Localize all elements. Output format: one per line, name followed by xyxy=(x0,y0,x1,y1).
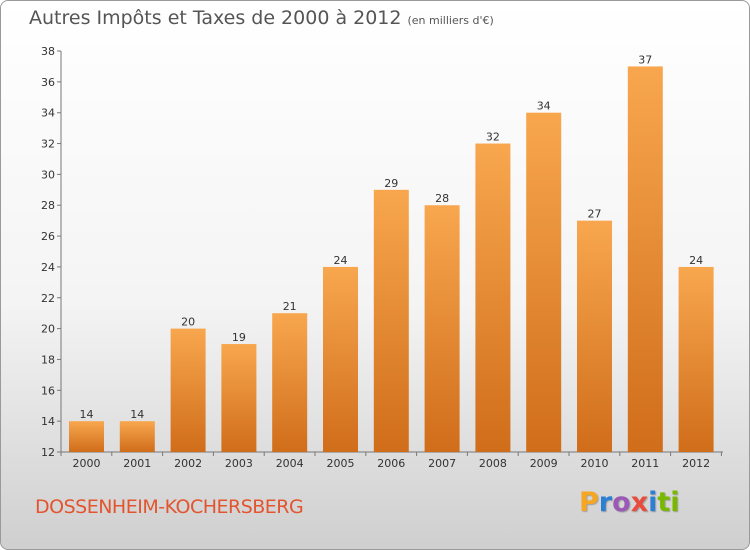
data-label-2004: 21 xyxy=(283,300,297,313)
x-tick-label-2002: 2002 xyxy=(174,457,202,470)
data-label-2003: 19 xyxy=(232,331,246,344)
bar-2000 xyxy=(69,421,104,452)
bar-2004 xyxy=(272,313,308,452)
y-tick-label: 26 xyxy=(41,230,55,243)
logo-letter: t xyxy=(657,487,671,518)
bar-2005 xyxy=(323,266,358,452)
x-tick-label-2011: 2011 xyxy=(631,457,659,470)
y-tick-label: 18 xyxy=(41,353,55,366)
bar-2009 xyxy=(526,112,562,452)
y-tick-label: 28 xyxy=(41,199,55,212)
x-tick-label-2000: 2000 xyxy=(73,457,101,470)
chart-title: Autres Impôts et Taxes de 2000 à 2012 (en… xyxy=(29,7,494,29)
y-tick-label: 14 xyxy=(41,415,55,428)
logo-letter: r xyxy=(598,487,613,518)
x-tick-label-2008: 2008 xyxy=(479,457,507,470)
commune-name: DOSSENHEIM-KOCHERSBERG xyxy=(35,496,304,518)
bar-2010 xyxy=(577,220,612,452)
bar-2012 xyxy=(678,266,714,452)
data-label-2005: 24 xyxy=(334,254,348,267)
x-tick-label-2001: 2001 xyxy=(123,457,151,470)
y-tick-label: 34 xyxy=(41,107,55,120)
chart-labels: 2000 14 2001 14 2002 20 2003 19 2004 21 2005 24 2006… xyxy=(73,53,711,470)
bar-2006 xyxy=(373,189,409,453)
x-tick-label-2003: 2003 xyxy=(225,457,253,470)
logo-letter: x xyxy=(630,487,649,518)
bar-2011 xyxy=(627,66,663,452)
x-tick-label-2005: 2005 xyxy=(327,457,355,470)
bar-2001 xyxy=(119,421,155,452)
logo-letter: i xyxy=(648,487,658,518)
y-tick-label: 32 xyxy=(41,138,55,151)
y-tick-label: 30 xyxy=(41,168,55,181)
bar-2003 xyxy=(221,344,257,452)
logo-letter: o xyxy=(612,487,631,518)
x-tick-label-2007: 2007 xyxy=(428,457,456,470)
logo-letter: P xyxy=(579,487,599,518)
logo-letter: i xyxy=(670,487,680,518)
data-label-2002: 20 xyxy=(181,316,195,329)
bar-2008 xyxy=(475,143,511,453)
x-tick-label-2009: 2009 xyxy=(530,457,558,470)
y-tick-label: 24 xyxy=(41,261,55,274)
y-tick-label: 38 xyxy=(41,45,55,58)
bar-2002 xyxy=(170,328,206,452)
y-tick-label: 22 xyxy=(41,292,55,305)
data-label-2008: 32 xyxy=(486,131,500,144)
data-label-2011: 37 xyxy=(638,53,652,66)
y-tick-label: 20 xyxy=(41,323,55,336)
data-label-2006: 29 xyxy=(384,177,398,190)
data-label-2010: 27 xyxy=(588,208,602,221)
x-tick-label-2010: 2010 xyxy=(581,457,609,470)
y-tick-label: 36 xyxy=(41,76,55,89)
chart-unit: (en milliers d'€) xyxy=(407,14,494,27)
data-label-2012: 24 xyxy=(689,254,703,267)
chart-title-text: Autres Impôts et Taxes de 2000 à 2012 xyxy=(29,7,402,29)
y-tick-label: 16 xyxy=(41,384,55,397)
data-label-2000: 14 xyxy=(80,408,94,421)
x-tick-label-2004: 2004 xyxy=(276,457,304,470)
data-label-2001: 14 xyxy=(130,408,144,421)
chart-bars xyxy=(69,66,714,453)
bar-2007 xyxy=(424,205,460,452)
data-label-2009: 34 xyxy=(537,100,551,113)
proxiti-logo: Proxiti xyxy=(579,487,680,518)
x-tick-label-2006: 2006 xyxy=(377,457,405,470)
x-tick-label-2012: 2012 xyxy=(682,457,710,470)
data-label-2007: 28 xyxy=(435,192,449,205)
y-tick-label: 12 xyxy=(41,446,55,459)
